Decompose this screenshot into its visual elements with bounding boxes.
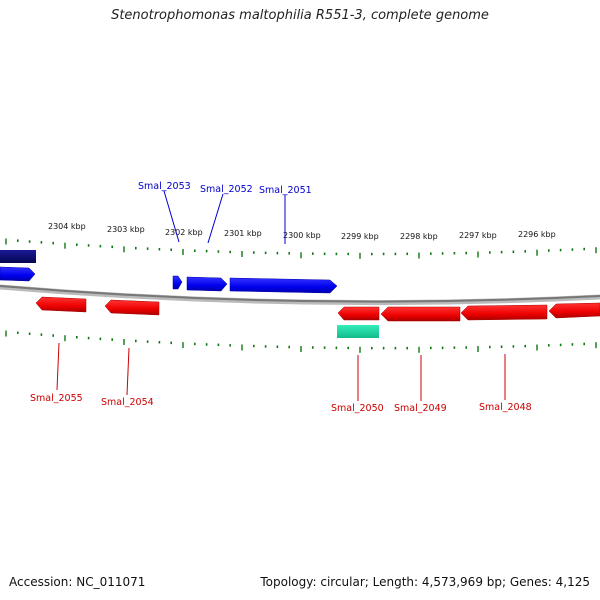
scale-label: 2297 kbp: [459, 231, 497, 240]
gene-arrow-reverse[interactable]: [460, 304, 548, 321]
scale-label: 2303 kbp: [107, 225, 145, 234]
gene-label[interactable]: Smal_2051: [259, 185, 312, 196]
gene-arrow-reverse[interactable]: [380, 306, 461, 322]
scale-label: 2304 kbp: [48, 222, 86, 231]
gene-arrow-reverse[interactable]: [104, 299, 160, 316]
gene-label[interactable]: Smal_2054: [101, 397, 154, 408]
scale-label: 2301 kbp: [224, 229, 262, 238]
scale-label: 2299 kbp: [341, 232, 379, 241]
gene-arrow-reverse[interactable]: [35, 296, 87, 313]
gene-label[interactable]: Smal_2055: [30, 393, 83, 404]
label-leader-line: [126, 347, 130, 396]
feature-block[interactable]: [0, 250, 36, 263]
genome-backbone-core: [0, 285, 600, 303]
gene-label[interactable]: Smal_2052: [200, 184, 253, 195]
scale-label: 2298 kbp: [400, 232, 438, 241]
scale-label: 2300 kbp: [283, 231, 321, 240]
gene-arrow-forward[interactable]: [229, 277, 338, 294]
scale-label: 2302 kbp: [165, 228, 203, 237]
gene-arrow-reverse[interactable]: [337, 306, 380, 321]
map-title: Stenotrophomonas maltophilia R551-3, com…: [111, 8, 489, 23]
gene-arrow-forward[interactable]: [186, 276, 228, 292]
label-leader-line: [56, 342, 60, 391]
feature-block[interactable]: [337, 325, 379, 338]
accession-label: Accession: NC_011071: [9, 575, 146, 589]
gene-arrow-reverse[interactable]: [548, 302, 600, 319]
gene-arrow-forward[interactable]: [0, 266, 36, 282]
gene-label[interactable]: Smal_2053: [138, 181, 191, 192]
gene-label[interactable]: Smal_2048: [479, 402, 532, 413]
label-leader-line: [207, 193, 224, 244]
lower-scale-ruler: [5, 330, 597, 353]
scale-label: 2296 kbp: [518, 230, 556, 239]
genome-summary: Topology: circular; Length: 4,573,969 bp…: [260, 575, 590, 589]
label-leader-line: [163, 190, 180, 243]
upper-scale-ruler: [5, 238, 597, 259]
gene-label[interactable]: Smal_2049: [394, 403, 447, 414]
gene-label[interactable]: Smal_2050: [331, 403, 384, 414]
gene-arrow-forward[interactable]: [172, 275, 183, 290]
